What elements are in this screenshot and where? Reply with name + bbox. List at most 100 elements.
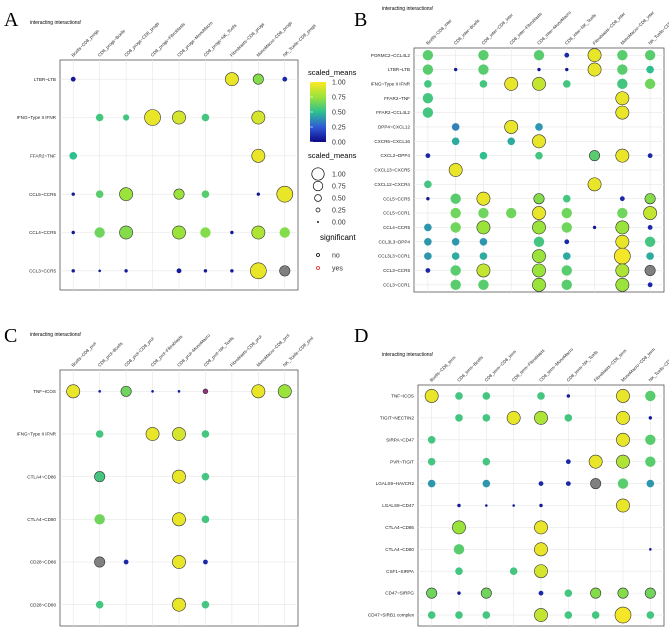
y-tick-label: CCL3~CCR1 <box>383 282 410 287</box>
data-point <box>95 430 104 438</box>
data-point <box>561 265 572 276</box>
sig-legend-label: yes <box>332 266 343 273</box>
data-point <box>476 263 491 278</box>
data-point <box>172 597 186 612</box>
data-point <box>201 430 210 438</box>
y-tick-label: CXCL13~CXCR5 <box>374 168 410 173</box>
x-tick-label: CD8_inter~Bcells <box>453 18 481 46</box>
data-point <box>201 600 210 609</box>
panel-title: interacting interactions! <box>382 352 433 358</box>
y-tick-label: IFNG~Type II IFNR <box>17 432 57 437</box>
y-tick-label: PGRMC2~CCL4L2 <box>371 53 411 58</box>
data-point <box>534 542 548 557</box>
data-point <box>534 520 548 535</box>
data-point <box>646 65 654 74</box>
data-point <box>616 454 630 469</box>
data-point <box>427 479 436 488</box>
x-tick-label: Bcells~CD8_progs <box>70 28 100 58</box>
data-point <box>71 230 75 235</box>
data-point <box>250 262 267 280</box>
data-point <box>201 515 210 524</box>
data-point <box>534 410 548 425</box>
data-point <box>617 207 628 219</box>
data-point <box>562 194 571 203</box>
data-point <box>482 392 491 400</box>
data-point <box>94 556 106 568</box>
data-point <box>644 78 656 90</box>
data-point <box>422 64 434 75</box>
data-point <box>644 49 656 61</box>
data-point <box>172 427 186 441</box>
data-point <box>450 222 461 233</box>
data-point <box>422 107 434 118</box>
data-point <box>95 113 104 122</box>
data-point <box>644 236 656 247</box>
data-point <box>450 193 461 204</box>
size-legend-circle <box>315 207 321 213</box>
data-point <box>451 252 460 260</box>
data-point <box>592 225 597 230</box>
data-point <box>617 78 628 90</box>
data-point <box>71 192 75 196</box>
data-point <box>450 279 461 291</box>
data-point <box>450 207 461 219</box>
x-tick-label: CD8_term~Bcells <box>456 354 484 382</box>
data-point <box>172 555 186 569</box>
data-point <box>617 64 628 75</box>
data-point <box>224 72 239 87</box>
y-tick-label: FFAR2~CCL4L2 <box>376 110 410 115</box>
data-point <box>648 416 653 420</box>
data-point <box>482 457 491 466</box>
data-point <box>479 252 488 260</box>
data-point <box>535 151 543 160</box>
data-point <box>450 265 461 276</box>
size-legend-circle <box>314 194 322 202</box>
data-point <box>645 390 656 402</box>
x-tick-label: Bcells~CD8_inter <box>425 18 453 46</box>
data-point <box>200 227 211 238</box>
data-point <box>532 206 546 220</box>
data-point <box>617 478 629 489</box>
size-legend-title: scaled_means <box>308 151 357 160</box>
data-point <box>424 389 439 403</box>
data-point <box>277 384 292 399</box>
data-point <box>564 239 570 245</box>
y-tick-label: CCL3~CCR5 <box>383 268 410 273</box>
data-point <box>455 392 463 400</box>
data-point <box>422 93 434 104</box>
data-point <box>424 80 432 88</box>
data-point <box>587 62 602 77</box>
data-point <box>533 193 545 205</box>
panel-title: interacting interactions! <box>382 6 433 12</box>
y-tick-label: LTBR~LTB <box>34 77 56 82</box>
data-point <box>533 236 545 247</box>
data-point <box>590 587 602 599</box>
data-point <box>479 237 488 246</box>
data-point <box>69 152 78 160</box>
data-point <box>455 567 463 576</box>
data-point <box>426 197 430 201</box>
data-point <box>453 67 458 72</box>
data-point <box>172 110 186 125</box>
data-point <box>119 225 134 240</box>
y-tick-label: IFNG~Type II IFNR <box>371 81 411 86</box>
data-point <box>646 252 654 260</box>
sig-legend-marker <box>316 253 320 257</box>
sig-legend-title: significant <box>320 233 356 242</box>
data-point <box>119 187 134 202</box>
data-point <box>482 414 491 422</box>
colorbar-tick-label: 1.00 <box>332 80 346 87</box>
y-tick-label: CD47~SIRPG <box>385 591 414 596</box>
data-point <box>479 80 488 88</box>
y-tick-label: CXCR6~CXCL16 <box>374 139 410 144</box>
y-tick-label: TIGIT~NECTIN2 <box>380 415 415 420</box>
data-point <box>251 148 266 163</box>
data-point <box>427 435 436 444</box>
data-point <box>614 247 631 265</box>
data-point <box>566 394 571 398</box>
y-tick-label: CTLA4~CD80 <box>385 547 414 552</box>
data-point <box>251 110 266 125</box>
data-point <box>71 269 75 273</box>
data-point <box>201 472 210 481</box>
